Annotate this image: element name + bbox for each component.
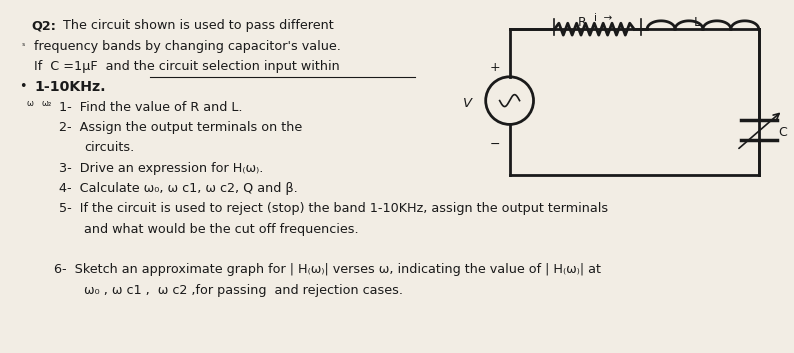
Text: L: L — [693, 16, 700, 29]
Text: 4-  Calculate ω₀, ω c1, ω c2, Q and β.: 4- Calculate ω₀, ω c1, ω c2, Q and β. — [60, 182, 298, 195]
Text: −: − — [490, 138, 500, 151]
Text: +: + — [490, 61, 500, 74]
Text: ω₀ , ω c1 ,  ω c2 ,for passing  and rejection cases.: ω₀ , ω c1 , ω c2 ,for passing and reject… — [84, 284, 403, 297]
Text: 3-  Drive an expression for H₍ω₎.: 3- Drive an expression for H₍ω₎. — [60, 162, 264, 175]
Text: The circuit shown is used to pass different: The circuit shown is used to pass differ… — [60, 19, 334, 32]
Text: 5-  If the circuit is used to reject (stop) the band 1-10KHz, assign the output : 5- If the circuit is used to reject (sto… — [60, 202, 608, 215]
Text: and what would be the cut off frequencies.: and what would be the cut off frequencie… — [84, 223, 359, 236]
Text: V: V — [463, 97, 472, 110]
Text: ω: ω — [26, 98, 33, 108]
Text: ˢ: ˢ — [21, 42, 25, 50]
Text: C: C — [779, 126, 788, 139]
Text: 2-  Assign the output terminals on the: 2- Assign the output terminals on the — [60, 121, 303, 134]
Text: If  C =1μF  and the circuit selection input within: If C =1μF and the circuit selection inpu… — [34, 60, 340, 73]
Text: i  →: i → — [594, 13, 612, 23]
Text: 1-10KHz.: 1-10KHz. — [34, 80, 106, 94]
Text: Q2:: Q2: — [31, 19, 56, 32]
Text: circuits.: circuits. — [84, 141, 134, 154]
Text: 6-  Sketch an approximate graph for | H₍ω₎| verses ω, indicating the value of | : 6- Sketch an approximate graph for | H₍ω… — [54, 263, 601, 276]
Text: •: • — [19, 80, 27, 93]
Text: R: R — [578, 16, 587, 29]
Text: ω₂: ω₂ — [41, 98, 52, 108]
Text: 1-  Find the value of R and L.: 1- Find the value of R and L. — [60, 101, 243, 114]
Text: frequency bands by changing capacitor's value.: frequency bands by changing capacitor's … — [34, 40, 341, 53]
